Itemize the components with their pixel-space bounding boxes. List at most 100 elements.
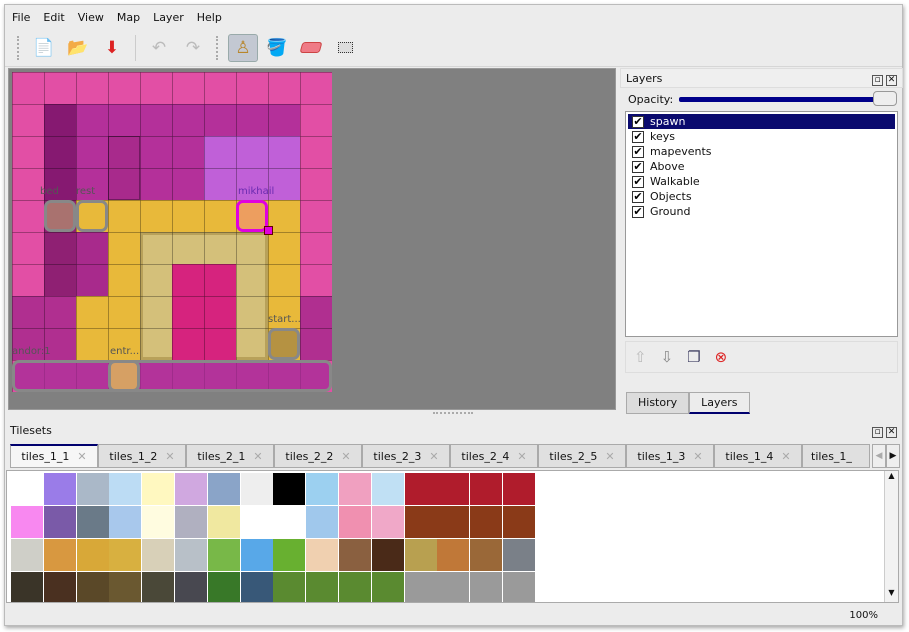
close-tab-icon[interactable]: ✕ xyxy=(165,449,175,463)
toolbar-grip[interactable] xyxy=(17,35,21,60)
scroll-tabs-right-icon[interactable]: ▶ xyxy=(886,444,900,468)
toolbar-grip[interactable] xyxy=(216,35,220,60)
layer-visibility-checkbox[interactable]: ✔ xyxy=(632,114,644,128)
tile[interactable] xyxy=(437,473,470,505)
tile[interactable] xyxy=(11,539,43,571)
tile[interactable] xyxy=(142,473,175,505)
tile[interactable] xyxy=(207,539,240,571)
duplicate-layer-icon[interactable]: ❐ xyxy=(687,348,701,366)
resize-handle[interactable] xyxy=(264,226,273,235)
tile[interactable] xyxy=(306,506,339,538)
scroll-up-icon[interactable]: ▲ xyxy=(888,471,895,480)
layer-item[interactable]: ✔ Objects xyxy=(628,189,895,204)
tileset-tab[interactable]: tiles_2_2 ✕ xyxy=(274,444,362,468)
tile[interactable] xyxy=(142,572,175,602)
tile[interactable] xyxy=(306,473,339,505)
close-icon[interactable]: ✕ xyxy=(886,427,897,438)
tile[interactable] xyxy=(437,539,470,571)
layer-visibility-checkbox[interactable]: ✔ xyxy=(632,174,644,188)
tile[interactable] xyxy=(470,572,503,602)
tileset-tab[interactable]: tiles_1_ xyxy=(802,444,870,468)
layer-visibility-checkbox[interactable]: ✔ xyxy=(632,204,644,218)
tile[interactable] xyxy=(76,473,109,505)
menu-file[interactable]: File xyxy=(12,11,31,24)
vertical-scrollbar[interactable]: ▲ ▼ xyxy=(884,471,898,602)
map-canvas[interactable]: bed rest mikhail start... andor:1 entr..… xyxy=(12,72,332,392)
tile[interactable] xyxy=(339,539,371,571)
layer-item[interactable]: ✔ keys xyxy=(628,129,895,144)
close-tab-icon[interactable]: ✕ xyxy=(429,449,439,463)
tile[interactable] xyxy=(503,473,535,505)
tile[interactable] xyxy=(43,539,76,571)
tile[interactable] xyxy=(240,539,273,571)
layer-item[interactable]: ✔ Ground xyxy=(628,204,895,219)
tile[interactable] xyxy=(109,473,142,505)
map-object-selected[interactable] xyxy=(236,200,268,232)
map-object[interactable] xyxy=(268,328,300,360)
tab-history[interactable]: History xyxy=(626,392,690,414)
redo-icon[interactable]: ↷ xyxy=(185,37,201,58)
tile[interactable] xyxy=(11,506,43,538)
menu-view[interactable]: View xyxy=(77,11,104,24)
tile[interactable] xyxy=(11,473,43,505)
close-tab-icon[interactable]: ✕ xyxy=(517,449,527,463)
tile[interactable] xyxy=(404,506,437,538)
scroll-tabs-left-icon[interactable]: ◀ xyxy=(872,444,886,468)
tile[interactable] xyxy=(207,572,240,602)
tile[interactable] xyxy=(11,572,43,602)
tile[interactable] xyxy=(470,473,503,505)
close-tab-icon[interactable]: ✕ xyxy=(253,449,263,463)
splitter-handle[interactable] xyxy=(433,412,473,416)
map-object[interactable] xyxy=(12,360,332,392)
map-object[interactable] xyxy=(44,200,76,232)
map-object[interactable] xyxy=(108,360,140,392)
tile[interactable] xyxy=(404,473,437,505)
close-tab-icon[interactable]: ✕ xyxy=(341,449,351,463)
tile[interactable] xyxy=(371,506,404,538)
undo-icon[interactable]: ↶ xyxy=(151,37,167,58)
tile[interactable] xyxy=(371,572,404,602)
opacity-slider[interactable] xyxy=(679,91,897,106)
new-icon[interactable]: 📄 xyxy=(33,37,55,58)
tile[interactable] xyxy=(404,572,437,602)
open-icon[interactable]: 📂 xyxy=(67,37,89,58)
tileset-tab[interactable]: tiles_2_3 ✕ xyxy=(362,444,450,468)
bucket-fill-icon[interactable]: 🪣 xyxy=(266,37,288,58)
tile[interactable] xyxy=(273,506,306,538)
tile[interactable] xyxy=(437,572,470,602)
tileset-view[interactable]: ▲ ▼ xyxy=(6,470,899,603)
menu-edit[interactable]: Edit xyxy=(43,11,65,24)
tileset-tab[interactable]: tiles_1_3 ✕ xyxy=(626,444,714,468)
tile[interactable] xyxy=(43,506,76,538)
tile[interactable] xyxy=(175,473,207,505)
layer-item[interactable]: ✔ mapevents xyxy=(628,144,895,159)
tile[interactable] xyxy=(240,473,273,505)
close-tab-icon[interactable]: ✕ xyxy=(693,449,703,463)
scroll-thumb[interactable] xyxy=(885,485,898,588)
tile[interactable] xyxy=(503,539,535,571)
layer-visibility-checkbox[interactable]: ✔ xyxy=(632,189,644,203)
tile[interactable] xyxy=(43,572,76,602)
layer-item[interactable]: ✔ Above xyxy=(628,159,895,174)
tileset-tab[interactable]: tiles_1_2 ✕ xyxy=(98,444,186,468)
tile[interactable] xyxy=(109,506,142,538)
tile[interactable] xyxy=(109,539,142,571)
tile[interactable] xyxy=(371,539,404,571)
tile[interactable] xyxy=(339,572,371,602)
menu-map[interactable]: Map xyxy=(116,11,141,24)
tile[interactable] xyxy=(306,572,339,602)
tileset-tab[interactable]: tiles_2_1 ✕ xyxy=(186,444,274,468)
tab-layers[interactable]: Layers xyxy=(689,392,750,414)
tile[interactable] xyxy=(109,572,142,602)
layer-item[interactable]: ✔ spawn xyxy=(628,114,895,129)
tile[interactable] xyxy=(371,473,404,505)
tile[interactable] xyxy=(273,572,306,602)
close-tab-icon[interactable]: ✕ xyxy=(781,449,791,463)
tile[interactable] xyxy=(240,572,273,602)
tile[interactable] xyxy=(339,473,371,505)
tile[interactable] xyxy=(437,506,470,538)
layer-visibility-checkbox[interactable]: ✔ xyxy=(632,159,644,173)
tileset-tab[interactable]: tiles_1_1 ✕ xyxy=(10,444,98,468)
tile[interactable] xyxy=(175,506,207,538)
tile[interactable] xyxy=(273,539,306,571)
